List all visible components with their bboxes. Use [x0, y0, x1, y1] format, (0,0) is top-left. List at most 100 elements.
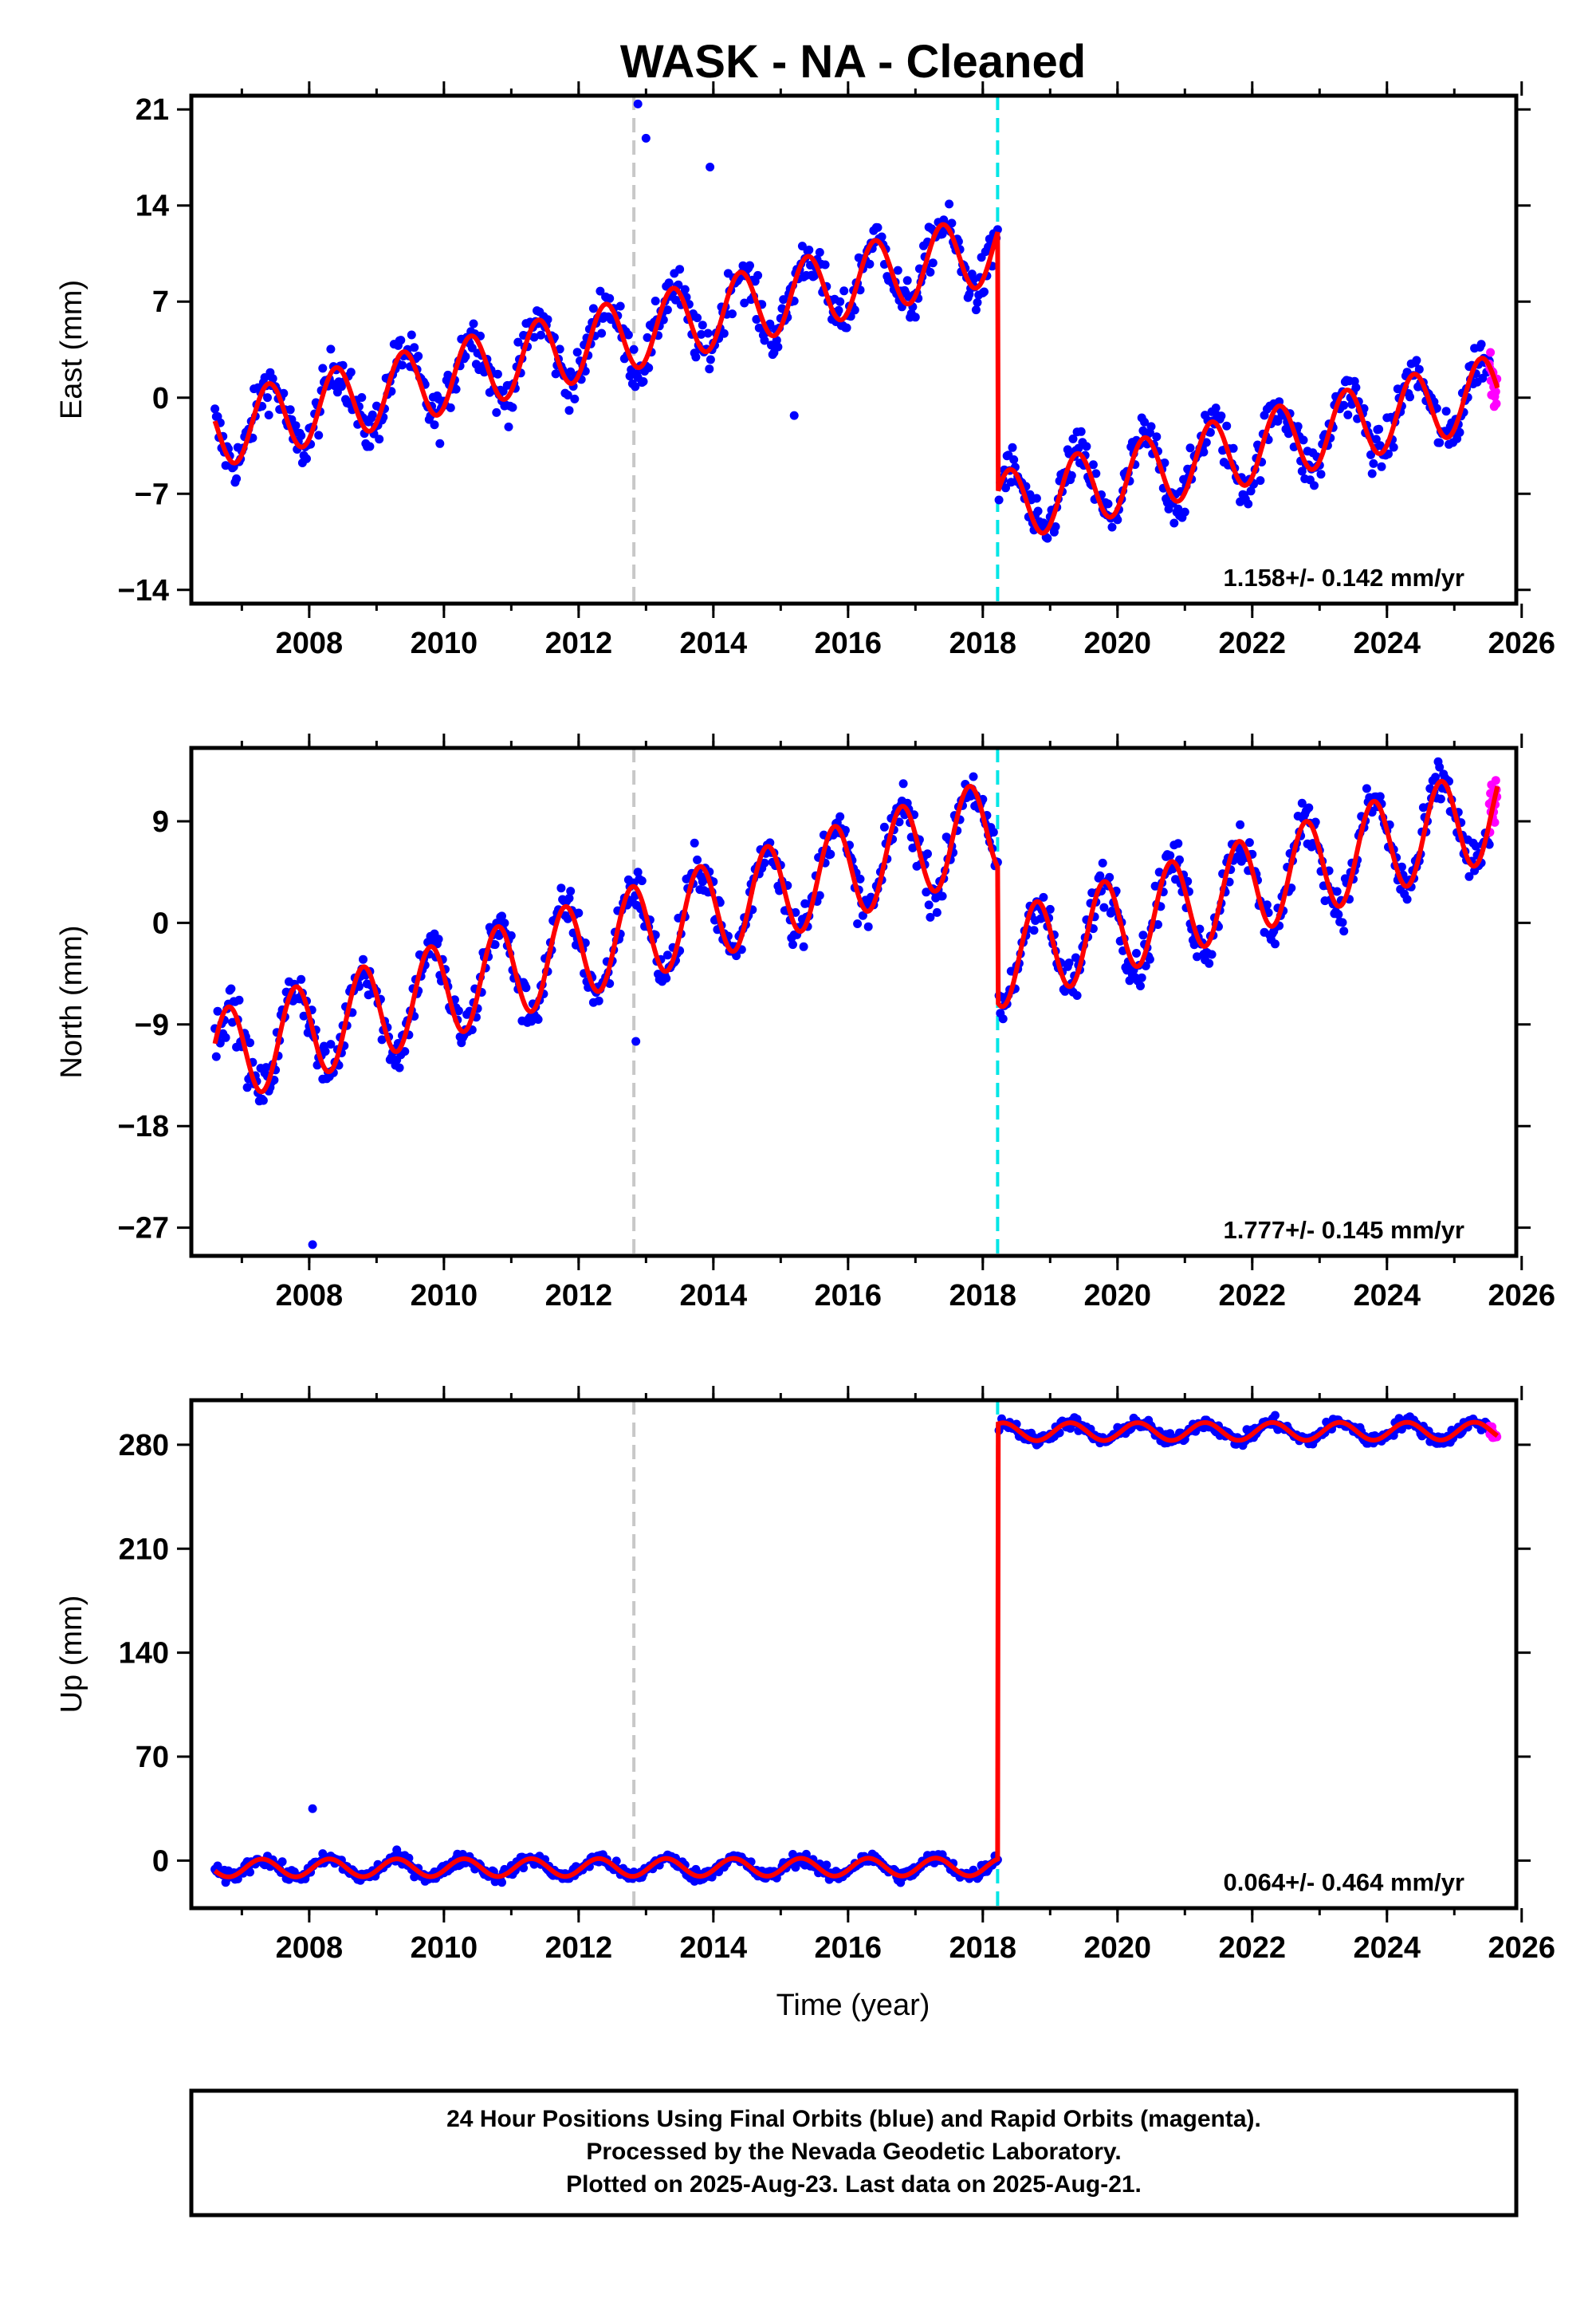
final-orbit-point [572, 348, 582, 357]
final-orbit-point [297, 974, 306, 984]
final-orbit-point [519, 1863, 529, 1873]
final-orbit-point [430, 420, 439, 430]
final-orbit-point [705, 364, 714, 374]
final-orbit-point [320, 1047, 330, 1056]
final-orbit-point [221, 1033, 230, 1042]
y-axis-label: Up (mm) [55, 1596, 88, 1714]
y-tick-label: 280 [119, 1429, 169, 1462]
final-orbit-point [926, 912, 935, 922]
y-axis-label: East (mm) [55, 280, 88, 419]
final-orbit-point [354, 982, 364, 991]
final-orbit-point [1132, 949, 1141, 958]
final-orbit-point [698, 321, 707, 330]
final-orbit-point [1217, 411, 1226, 421]
final-orbit-point [537, 330, 545, 340]
final-orbit-point [703, 329, 713, 338]
final-orbit-point [407, 330, 416, 340]
final-orbit-point [365, 442, 375, 451]
final-orbit-point [400, 1047, 410, 1057]
x-tick-label: 2026 [1488, 627, 1555, 660]
final-orbit-point [691, 352, 701, 362]
final-orbit-point [1297, 798, 1307, 808]
final-orbit-point [533, 1015, 543, 1024]
final-orbit-point [815, 248, 824, 257]
final-orbit-point [629, 344, 639, 354]
final-orbit-point [1107, 522, 1117, 532]
rapid-orbit-point [1486, 348, 1496, 357]
final-orbit-point [377, 1035, 387, 1045]
final-orbit-point [1334, 910, 1343, 919]
final-orbit-point [291, 421, 301, 431]
final-orbit-point [375, 435, 384, 444]
final-orbit-point [277, 1857, 287, 1867]
final-orbit-point [1332, 887, 1342, 896]
final-orbit-point [754, 323, 764, 333]
final-orbit-point [1150, 881, 1160, 891]
final-orbit-point [326, 1040, 336, 1049]
final-orbit-point [1201, 438, 1211, 447]
final-orbit-point [1366, 450, 1375, 459]
final-orbit-point [1389, 443, 1398, 452]
final-orbit-point [1136, 982, 1145, 990]
final-orbit-point [1476, 340, 1486, 349]
outlier-point [641, 133, 651, 143]
x-tick-label: 2024 [1353, 1279, 1421, 1312]
rate-annotation: 0.064+/- 0.464 mm/yr [1224, 1868, 1464, 1896]
final-orbit-point [1154, 920, 1162, 929]
final-orbit-point [446, 403, 455, 412]
final-orbit-point [395, 1063, 404, 1072]
final-orbit-point [822, 1860, 831, 1870]
final-orbit-point [1008, 443, 1017, 452]
final-orbit-point [521, 983, 531, 993]
final-orbit-point [570, 394, 580, 403]
final-orbit-point [1256, 476, 1265, 486]
final-orbit-point [760, 336, 769, 345]
final-orbit-point [631, 382, 640, 392]
final-orbit-point [1244, 499, 1253, 509]
final-orbit-point [1173, 839, 1183, 848]
final-orbit-point [1222, 421, 1232, 431]
final-orbit-point [1137, 973, 1146, 982]
outlier-point [789, 411, 799, 420]
final-orbit-point [1369, 458, 1378, 468]
x-tick-label: 2018 [949, 627, 1017, 660]
final-orbit-point [945, 199, 954, 209]
final-orbit-point [1169, 518, 1179, 528]
final-orbit-point [497, 1878, 506, 1887]
final-orbit-point [246, 1867, 254, 1877]
x-tick-label: 2018 [949, 1931, 1017, 1965]
final-orbit-point [740, 298, 749, 308]
x-tick-label: 2016 [815, 627, 883, 660]
final-orbit-point [980, 287, 989, 297]
final-orbit-point [467, 343, 477, 352]
final-orbit-point [414, 352, 423, 361]
final-orbit-point [1193, 952, 1201, 962]
final-orbit-point [1166, 851, 1175, 860]
final-orbit-point [1304, 803, 1314, 813]
final-orbit-point [1455, 427, 1464, 437]
final-orbit-point [1180, 507, 1189, 517]
final-orbit-point [1271, 1411, 1280, 1420]
final-orbit-point [1067, 470, 1076, 480]
x-tick-label: 2008 [276, 1279, 344, 1312]
final-orbit-point [779, 295, 788, 305]
rapid-orbit-point [1492, 399, 1501, 408]
final-orbit-point [1464, 872, 1474, 881]
x-tick-label: 2014 [680, 1279, 748, 1312]
final-orbit-point [1293, 422, 1303, 431]
final-orbit-point [902, 276, 912, 285]
final-orbit-point [835, 812, 845, 821]
outlier-point [706, 163, 715, 172]
final-orbit-point [1045, 904, 1055, 914]
final-orbit-point [752, 315, 761, 324]
final-orbit-point [359, 954, 368, 964]
final-orbit-point [637, 876, 647, 886]
final-orbit-point [1175, 855, 1184, 864]
final-orbit-point [1103, 499, 1113, 509]
panel-up: 2008 2010 2012 2014 2016 2018 2020 2022 2024 2026… [55, 1386, 1555, 1965]
final-orbit-point [326, 344, 336, 354]
final-orbit-point [973, 297, 982, 307]
final-orbit-point [799, 942, 808, 951]
final-orbit-point [1384, 449, 1393, 458]
